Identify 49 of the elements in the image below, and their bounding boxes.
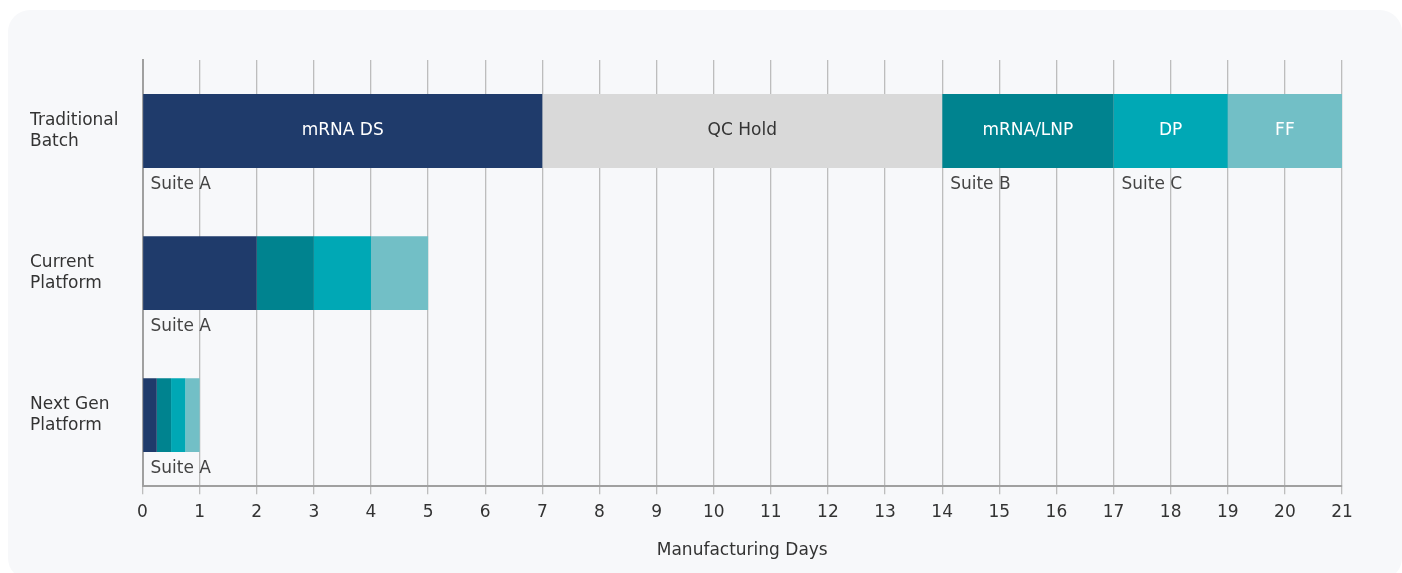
series-label: QC Hold bbox=[707, 119, 777, 140]
x-tick-label: 14 bbox=[931, 500, 953, 521]
series-label: DP bbox=[1158, 119, 1183, 140]
x-axis-title: Manufacturing Days bbox=[656, 539, 828, 560]
series-label: mRNA DS bbox=[301, 119, 384, 140]
x-tick-label: 5 bbox=[422, 500, 434, 521]
annotation: Suite B bbox=[950, 172, 1011, 193]
x-tick-label: 13 bbox=[874, 500, 896, 521]
bar bbox=[942, 94, 1114, 168]
x-tick-label: 6 bbox=[479, 500, 491, 521]
bar bbox=[143, 378, 157, 453]
bar bbox=[1113, 94, 1228, 168]
y-tick-label: Next Gen Platform bbox=[30, 393, 110, 434]
bar bbox=[143, 94, 543, 168]
bar bbox=[143, 236, 257, 311]
bar bbox=[370, 236, 429, 311]
x-tick-label: 21 bbox=[1331, 500, 1353, 521]
x-tick-label: 11 bbox=[759, 500, 782, 521]
x-tick-label: 2 bbox=[251, 500, 263, 521]
x-tick-label: 9 bbox=[651, 500, 662, 521]
x-tick-label: 3 bbox=[308, 500, 320, 521]
x-tick-label: 1 bbox=[194, 500, 206, 521]
series-label: FF bbox=[1275, 119, 1295, 140]
x-tick-label: 7 bbox=[536, 500, 548, 521]
bar bbox=[171, 378, 186, 453]
bar bbox=[256, 236, 314, 311]
x-tick-label: 19 bbox=[1216, 500, 1239, 521]
x-tick-label: 18 bbox=[1159, 500, 1182, 521]
x-tick-label: 8 bbox=[594, 500, 605, 521]
x-tick-label: 0 bbox=[137, 500, 148, 521]
x-tick-label: 16 bbox=[1045, 500, 1068, 521]
bar bbox=[185, 378, 200, 453]
series-label: mRNA/LNP bbox=[982, 119, 1074, 140]
annotation: Suite A bbox=[150, 314, 212, 335]
y-tick-label: Current Platform bbox=[30, 251, 102, 292]
x-tick-label: 10 bbox=[702, 500, 725, 521]
x-tick-label: 12 bbox=[817, 500, 839, 521]
x-tick-label: 4 bbox=[365, 500, 377, 521]
annotation: Suite A bbox=[150, 457, 212, 478]
x-tick-label: 17 bbox=[1102, 500, 1125, 521]
x-tick-label: 20 bbox=[1274, 500, 1296, 521]
bar bbox=[542, 94, 943, 168]
annotation: Suite C bbox=[1121, 172, 1183, 193]
y-tick-label: Traditional Batch bbox=[29, 109, 119, 150]
bar bbox=[156, 378, 172, 453]
annotation: Suite A bbox=[150, 172, 212, 193]
x-tick-label: 15 bbox=[988, 500, 1011, 521]
bar bbox=[313, 236, 371, 311]
bar bbox=[1227, 94, 1342, 168]
